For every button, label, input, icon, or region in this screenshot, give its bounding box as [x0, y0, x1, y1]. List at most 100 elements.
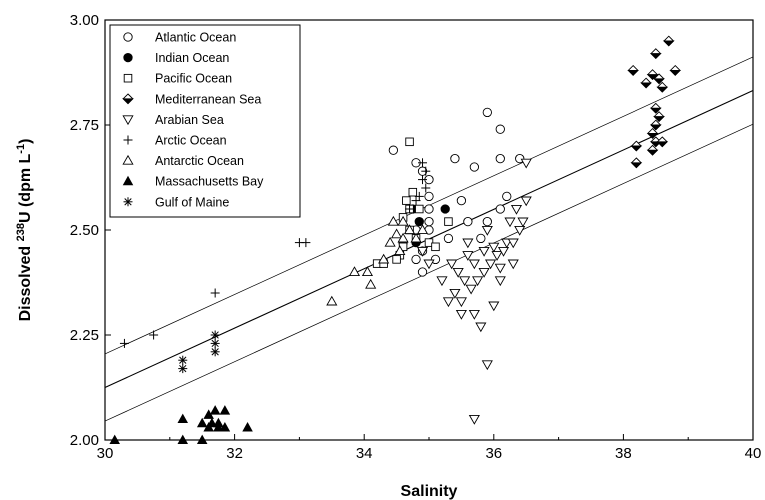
- y-tick-label: 3.00: [70, 12, 99, 29]
- data-point-antarctic-ocean: [403, 224, 416, 235]
- data-point-pacific-ocean: [392, 255, 401, 264]
- data-point-pacific-ocean: [431, 242, 440, 252]
- data-point-antarctic-ocean: [365, 278, 377, 289]
- legend-label: Pacific Ocean: [155, 72, 232, 86]
- legend-label: Indian Ocean: [155, 51, 229, 65]
- data-point-massachusetts-bay: [209, 405, 221, 415]
- legend-marker: [122, 93, 134, 105]
- y-tick-label: 2.00: [70, 432, 99, 449]
- legend-label: Arctic Ocean: [155, 134, 227, 148]
- data-point-atlantic-ocean: [388, 145, 399, 155]
- legend: Atlantic Ocean Indian Ocean Pacific Ocean M…: [109, 24, 301, 218]
- data-point-mediterranean-sea: [649, 48, 662, 60]
- data-point-arctic-ocean: [119, 338, 129, 348]
- legend-label: Arabian Sea: [155, 113, 224, 127]
- data-point-pacific-ocean: [402, 196, 411, 205]
- data-point-arctic-ocean: [421, 183, 431, 193]
- y-tick-label: 2.25: [70, 327, 99, 344]
- x-axis-title: Salinity: [401, 483, 458, 500]
- data-point-arabian-sea: [446, 259, 458, 270]
- data-point-gulf-of-maine: [210, 338, 220, 348]
- data-point-arabian-sea: [468, 414, 480, 425]
- data-point-massachusetts-bay: [219, 405, 231, 415]
- legend-item-antarctic-ocean: Antarctic Ocean: [122, 154, 244, 168]
- data-point-atlantic-ocean: [476, 233, 486, 244]
- y-axis-title: Dissolved 238U (dpm L-1): [15, 139, 34, 322]
- data-point-arabian-sea: [468, 259, 480, 270]
- data-point-arabian-sea: [488, 301, 500, 312]
- data-point-mediterranean-sea: [653, 73, 665, 85]
- data-point-mediterranean-sea: [630, 140, 643, 152]
- x-tick-label: 40: [745, 445, 762, 462]
- data-point-arabian-sea: [459, 276, 471, 287]
- data-point-atlantic-ocean: [482, 216, 492, 227]
- legend-marker: [122, 115, 134, 126]
- data-point-atlantic-ocean: [450, 153, 460, 164]
- legend-item-arctic-ocean: Arctic Ocean: [123, 134, 227, 148]
- data-point-arabian-sea: [510, 204, 523, 215]
- data-point-atlantic-ocean: [424, 216, 434, 227]
- data-point-arabian-sea: [481, 225, 493, 236]
- legend-marker: [123, 135, 133, 145]
- legend-box: [109, 24, 301, 218]
- data-point-atlantic-ocean: [495, 124, 505, 134]
- y-tick-label: 2.50: [70, 222, 99, 239]
- data-point-gulf-of-maine: [178, 355, 188, 365]
- data-point-arabian-sea: [481, 360, 493, 371]
- data-point-antarctic-ocean: [394, 245, 406, 256]
- legend-marker: [122, 154, 134, 165]
- data-point-gulf-of-maine: [178, 364, 188, 374]
- data-point-massachusetts-bay: [177, 434, 189, 445]
- legend-item-mediterranean-sea: Mediterranean Sea: [122, 92, 261, 106]
- data-point-atlantic-ocean: [424, 191, 434, 202]
- data-point-antarctic-ocean: [397, 215, 409, 226]
- data-point-massachusetts-bay: [109, 434, 120, 445]
- axis-ticks: 30 32 34 36 38 40 2.00 2.25 2.50 2.75 3.00: [70, 12, 762, 462]
- y-axis-title-superscript2: -1: [15, 144, 27, 154]
- data-point-arabian-sea: [472, 276, 484, 287]
- data-point-arctic-ocean: [405, 204, 415, 214]
- data-point-arctic-ocean: [210, 288, 220, 298]
- data-point-mediterranean-sea: [630, 157, 643, 169]
- data-point-mediterranean-sea: [662, 35, 675, 47]
- data-point-arctic-ocean: [149, 330, 159, 340]
- data-point-arabian-sea: [455, 309, 467, 320]
- data-point-antarctic-ocean: [410, 232, 422, 243]
- x-tick-label: 32: [226, 445, 243, 462]
- data-point-antarctic-ocean: [378, 253, 390, 264]
- data-point-mediterranean-sea: [669, 64, 682, 76]
- legend-item-massachusetts-bay: Massachusetts Bay: [122, 175, 264, 189]
- legend-label: Gulf of Maine: [155, 195, 229, 209]
- y-axis-title-middle: U (dpm L: [17, 153, 34, 223]
- data-point-pacific-ocean: [415, 204, 424, 214]
- data-point-mediterranean-sea: [646, 69, 659, 81]
- data-point-massachusetts-bay: [196, 434, 208, 445]
- data-point-arabian-sea: [514, 225, 526, 236]
- legend-item-gulf-of-maine: Gulf of Maine: [123, 195, 229, 209]
- data-point-arabian-sea: [462, 238, 474, 249]
- data-point-gulf-of-maine: [210, 330, 220, 340]
- data-point-atlantic-ocean: [469, 162, 480, 172]
- y-tick-label: 2.75: [70, 117, 99, 134]
- data-point-arabian-sea: [507, 259, 519, 270]
- data-point-arabian-sea: [478, 267, 490, 278]
- x-tick-label: 34: [356, 445, 373, 462]
- data-point-pacific-ocean: [408, 187, 418, 197]
- legend-item-arabian-sea: Arabian Sea: [122, 113, 224, 127]
- data-point-gulf-of-maine: [210, 347, 220, 357]
- data-point-mediterranean-sea: [649, 102, 662, 114]
- legend-item-pacific-ocean: Pacific Ocean: [123, 72, 232, 86]
- data-point-arctic-ocean: [301, 238, 311, 248]
- data-point-arctic-ocean: [418, 158, 428, 168]
- data-point-massachusetts-bay: [242, 421, 253, 432]
- x-tick-label: 36: [485, 445, 502, 462]
- data-point-antarctic-ocean: [384, 236, 396, 247]
- data-point-arabian-sea: [449, 288, 461, 299]
- data-point-arabian-sea: [452, 267, 464, 278]
- data-point-arabian-sea: [507, 238, 519, 249]
- data-point-antarctic-ocean: [391, 228, 403, 239]
- data-point-indian-ocean: [440, 204, 450, 214]
- data-point-arabian-sea: [423, 259, 435, 270]
- data-point-antarctic-ocean: [361, 266, 374, 277]
